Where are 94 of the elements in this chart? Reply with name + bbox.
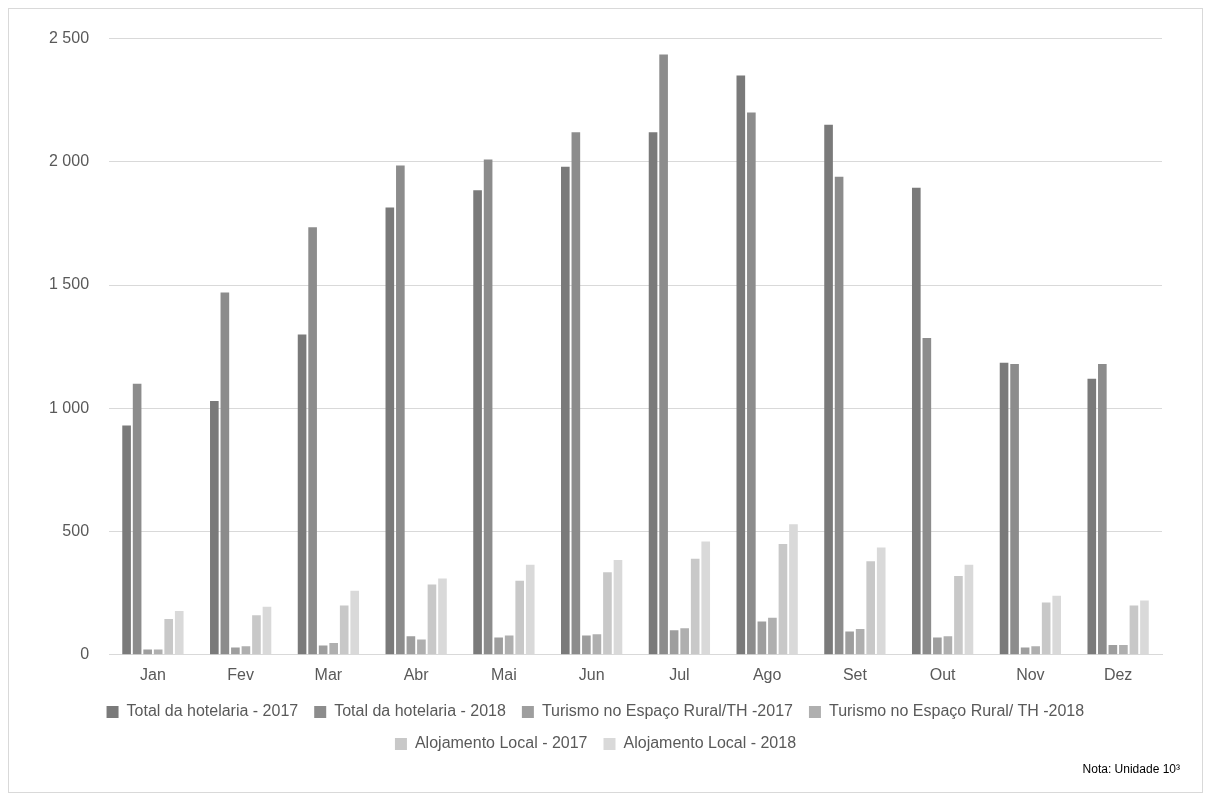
- bar: [911, 187, 921, 655]
- bar: [1129, 605, 1139, 655]
- bar: [339, 605, 349, 655]
- x-tick-label: Fev: [227, 665, 254, 683]
- x-tick-label: Jul: [669, 665, 690, 683]
- bar: [122, 425, 131, 655]
- bar: [845, 631, 854, 655]
- bar: [473, 190, 482, 655]
- bar: [1140, 600, 1149, 655]
- bar: [964, 564, 974, 655]
- bar: [210, 400, 219, 655]
- bar: [164, 619, 174, 655]
- bar: [561, 166, 570, 655]
- bar: [231, 647, 240, 655]
- bar: [999, 362, 1009, 655]
- y-tick-label: 1 000: [48, 398, 90, 416]
- bar: [669, 630, 679, 655]
- bar: [417, 639, 426, 655]
- bar: [701, 541, 711, 655]
- y-tick-label: 500: [62, 521, 90, 539]
- bar: [1041, 602, 1051, 655]
- bar: [427, 584, 437, 655]
- x-tick-label: Mai: [491, 665, 517, 683]
- bar: [1098, 363, 1107, 655]
- bar: [943, 636, 953, 655]
- bar: [855, 628, 865, 655]
- bar: [174, 610, 184, 655]
- bar: [659, 54, 668, 655]
- bar: [778, 543, 788, 655]
- x-tick-label: Dez: [1103, 665, 1133, 683]
- bar: [736, 75, 746, 655]
- x-tick-label: Out: [929, 665, 957, 683]
- bar: [494, 637, 503, 655]
- bar: [1087, 378, 1097, 655]
- bar: [153, 649, 163, 655]
- bar: [297, 334, 307, 655]
- bar: [876, 547, 886, 655]
- legend-label: Alojamento Local - 2017: [414, 734, 588, 752]
- x-tick-label: Jan: [140, 665, 166, 683]
- bar: [954, 575, 963, 655]
- bar: [933, 637, 942, 655]
- bar: [582, 635, 591, 655]
- y-tick-label: 2 000: [48, 152, 90, 170]
- legend-label: Total da hotelaria - 2018: [334, 702, 506, 720]
- bar: [252, 615, 261, 655]
- bar: [132, 383, 142, 655]
- bar: [1010, 363, 1019, 655]
- bar: [768, 617, 777, 655]
- bar: [241, 646, 251, 655]
- bar: [515, 580, 525, 655]
- bar: [680, 628, 689, 655]
- bar: [385, 207, 395, 655]
- x-tick-label: Abr: [403, 665, 430, 683]
- x-tick-label: Set: [842, 665, 868, 683]
- x-tick-label: Jun: [578, 665, 605, 683]
- bar: [613, 559, 623, 655]
- bar: [318, 645, 328, 655]
- bar: [824, 124, 833, 655]
- x-tick-label: Mar: [314, 665, 343, 683]
- legend-label: Turismo no Espaço Rural/TH -2017: [541, 702, 794, 720]
- bar: [922, 338, 932, 655]
- bar: [396, 165, 405, 655]
- bar: [1119, 644, 1128, 655]
- bar: [648, 132, 658, 655]
- bar: [757, 621, 767, 655]
- y-tick-label: 0: [80, 645, 90, 663]
- bar: [350, 590, 360, 655]
- bar: [438, 578, 447, 655]
- bar: [525, 564, 535, 655]
- bar: [1031, 646, 1040, 655]
- bar: [143, 649, 152, 655]
- bar: [262, 606, 272, 655]
- x-tick-label: Nov: [1016, 665, 1045, 683]
- y-tick-label: 1 500: [48, 275, 90, 293]
- bar: [1052, 595, 1062, 655]
- text: Nota: Unidade 10³: [1082, 762, 1180, 777]
- bar: [406, 636, 416, 655]
- bar: [834, 176, 844, 655]
- bar: [571, 132, 581, 655]
- bar: [220, 292, 230, 655]
- x-tick-label: Ago: [752, 665, 782, 683]
- bar: [308, 227, 317, 655]
- bar: [1020, 647, 1030, 655]
- bar: [603, 572, 612, 655]
- bar: [747, 112, 756, 655]
- bar: [866, 561, 875, 655]
- bar: [592, 634, 602, 655]
- legend-label: Turismo no Espaço Rural/ TH -2018: [828, 702, 1085, 720]
- bar: [329, 642, 338, 655]
- bar: [690, 558, 700, 655]
- bar: [483, 159, 493, 655]
- y-tick-label: 2 500: [48, 29, 90, 47]
- legend-label: Total da hotelaria - 2017: [126, 702, 299, 720]
- legend-label: Alojamento Local - 2018: [623, 734, 797, 752]
